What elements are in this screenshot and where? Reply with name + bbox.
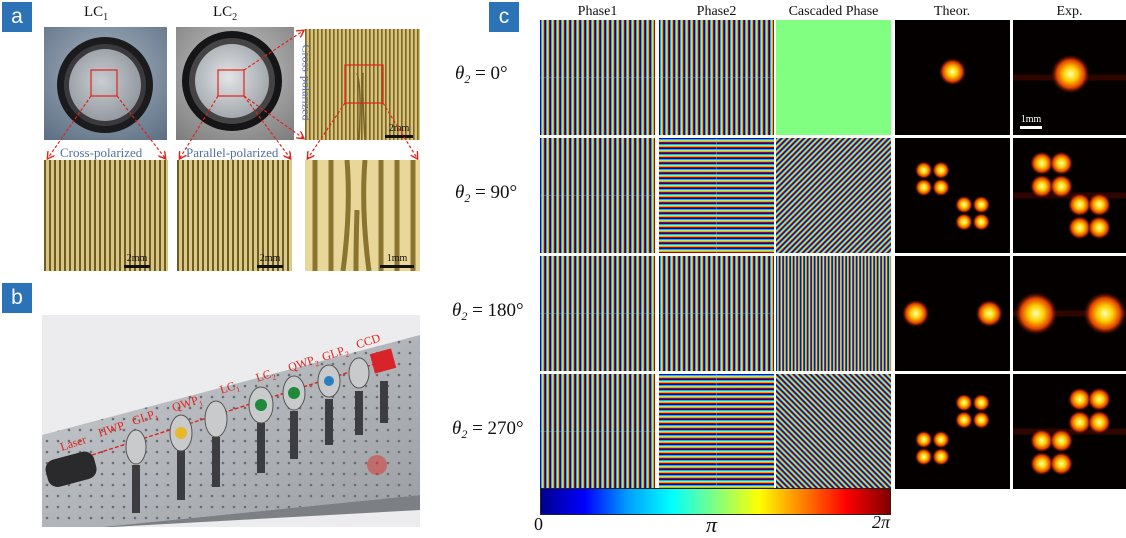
beam-label-glp2: GLP2 (320, 343, 351, 364)
beam-label-hwp: HWP (96, 418, 127, 440)
cascaded-image-row1 (776, 138, 891, 253)
phase1-image-row3 (540, 374, 655, 489)
theor-tile-row1 (895, 138, 1010, 253)
colorbar-mid-label: π (706, 512, 718, 537)
phase1-tile-row3 (540, 374, 655, 489)
cascaded-tile-row0 (776, 20, 891, 135)
colorbar-min-label: 0 (534, 514, 543, 534)
phase1-tile-row0 (540, 20, 655, 135)
scale-bar-2mm-lc2: 2mm (257, 253, 283, 268)
magnified-fork-pattern (305, 159, 420, 272)
beam-label-lc1: LC1 (217, 378, 242, 397)
phase1-image-row2 (540, 256, 655, 371)
scale-bar-1mm-exp: 1mm (1020, 114, 1042, 129)
beam-label-qwp1: QWP1 (170, 392, 205, 415)
column-header-phase2: Phase2 (696, 4, 737, 19)
phase2-image-row2 (659, 256, 774, 371)
exp-tile-row1 (1013, 138, 1126, 253)
lc1-label: LC1 (84, 4, 109, 23)
column-header-exp: Exp. (1056, 4, 1083, 19)
beam-label-row: Laser HWP GLP1 QWP1 LC1 LC2 QWP2 GLP2 CC… (58, 312, 420, 454)
beam-label-lc2: LC2 (253, 366, 278, 385)
theor-tile-row3 (895, 374, 1010, 489)
theor-image-row1 (895, 138, 1010, 253)
beam-label-qwp2: QWP2 (286, 352, 321, 375)
exp-tile-row3 (1013, 374, 1126, 489)
exp-image-row1 (1013, 138, 1126, 253)
phase2-image-row1 (659, 138, 774, 253)
phase1-tile-row1 (540, 138, 655, 253)
cascaded-image-row0 (776, 20, 891, 135)
beam-label-glp1: GLP1 (130, 407, 161, 428)
exp-tile-row0 (1013, 20, 1126, 135)
column-header-cascaded: Cascaded Phase (788, 4, 879, 19)
scale-bar-2mm-lc1: 2mm (124, 253, 150, 268)
phase2-tile-row2 (659, 256, 774, 371)
theor-image-row0 (895, 20, 1010, 135)
phase1-tile-row2 (540, 256, 655, 371)
cascaded-tile-row3 (776, 374, 891, 489)
colorbar-max-label: 2π (872, 512, 891, 532)
scale-bar-1mm-magnified: 1mm (380, 253, 414, 268)
optical-setup-render (42, 315, 420, 527)
phase-colorbar (540, 488, 891, 515)
exp-image-row2 (1013, 256, 1126, 371)
panel-a-tag: a (2, 2, 32, 32)
beam-label-ccd: CCD (354, 330, 383, 352)
lc2-label: LC2 (213, 4, 238, 23)
cross-polarized-label: Cross-polarized (60, 145, 143, 160)
lc2-parallel-polarized-pattern (177, 160, 292, 271)
lc2-cross-polarized-pattern (305, 29, 420, 141)
row-label-270: θ2 = 270° (452, 418, 524, 441)
exp-tile-row2 (1013, 256, 1126, 371)
cascaded-tile-row1 (776, 138, 891, 253)
row-label-180: θ2 = 180° (452, 300, 524, 323)
cascaded-image-row2 (776, 256, 891, 371)
theor-tile-row2 (895, 256, 1010, 371)
theor-image-row2 (895, 256, 1010, 371)
exp-image-row0 (1013, 20, 1126, 135)
phase1-image-row0 (540, 20, 655, 135)
column-header-phase1: Phase1 (577, 4, 618, 19)
panel-c-tag: c (489, 2, 519, 32)
theor-tile-row0 (895, 20, 1010, 135)
phase1-image-row1 (540, 138, 655, 253)
beam-label-laser: Laser (58, 432, 89, 454)
phase2-image-row3 (659, 374, 774, 489)
cascaded-image-row3 (776, 374, 891, 489)
cascaded-tile-row2 (776, 256, 891, 371)
exp-image-row3 (1013, 374, 1126, 489)
zoom-arrows (0, 0, 440, 290)
phase2-tile-row0 (659, 20, 774, 135)
panel-b-tag: b (2, 283, 32, 313)
phase2-image-row0 (659, 20, 774, 135)
lc1-cross-polarized-pattern (44, 160, 168, 271)
parallel-polarized-label: Parallel-polarized (186, 145, 279, 160)
row-label-0: θ2 = 0° (455, 63, 508, 86)
phase2-tile-row1 (659, 138, 774, 253)
phase2-tile-row3 (659, 374, 774, 489)
row-label-90: θ2 = 90° (455, 182, 518, 205)
theor-image-row3 (895, 374, 1010, 489)
column-header-theor: Theor. (933, 4, 971, 19)
